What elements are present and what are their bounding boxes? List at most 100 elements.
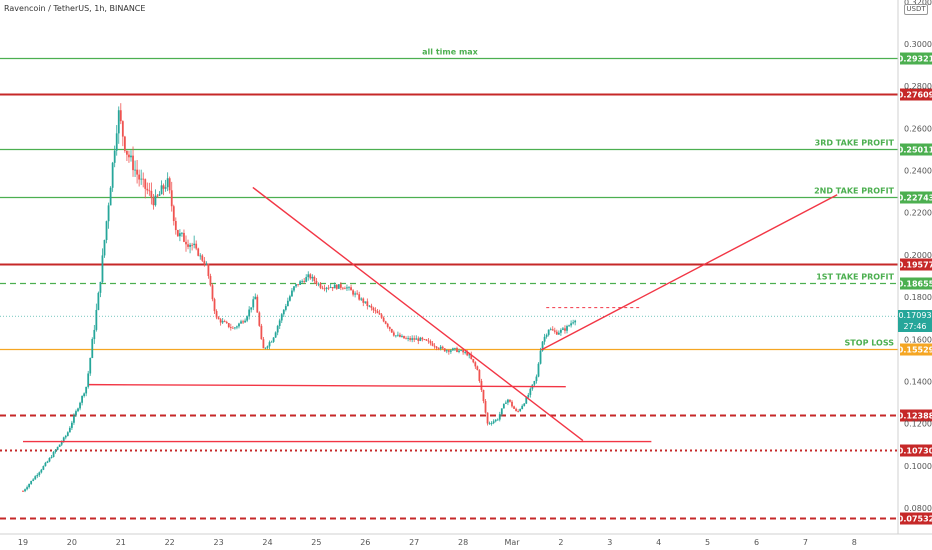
candle-body — [160, 185, 163, 195]
candle-body — [484, 401, 487, 413]
candle-body — [515, 408, 517, 412]
candle-body — [280, 314, 283, 321]
candle-body — [517, 411, 520, 412]
x-tick-label: 24 — [262, 538, 272, 547]
candle-body — [329, 287, 332, 288]
candle-body — [211, 285, 214, 300]
candle-body — [50, 457, 53, 459]
candle-body — [470, 354, 473, 359]
candle-body — [549, 329, 552, 331]
candle-body — [205, 264, 208, 265]
candle-body — [254, 296, 257, 300]
candle-body — [276, 325, 279, 333]
price-level-tag — [900, 444, 932, 457]
candle-body — [511, 401, 513, 407]
candle-body — [22, 491, 24, 492]
candle-body — [229, 327, 232, 328]
candle-body — [199, 255, 202, 257]
candle-body — [282, 309, 285, 315]
candle-body — [409, 338, 412, 340]
candle-body — [289, 296, 291, 301]
price-level-value: 0.22743 — [898, 194, 932, 203]
candle-body — [437, 348, 440, 350]
candle-body — [225, 321, 228, 324]
trendlines — [23, 186, 838, 443]
candle-body — [480, 380, 483, 390]
candle-body — [83, 393, 86, 396]
candle-body — [71, 422, 73, 428]
candle-body — [89, 357, 92, 374]
candle-body — [407, 338, 409, 339]
candle-body — [73, 415, 75, 423]
candle-body — [138, 174, 141, 180]
candle-body — [238, 323, 240, 327]
candle-body — [421, 337, 424, 340]
candle-body — [162, 185, 165, 189]
candle-body — [101, 255, 104, 282]
candle-body — [327, 287, 330, 289]
candle-body — [81, 395, 83, 403]
candle-body — [30, 480, 33, 484]
candle-body — [268, 342, 271, 347]
time-axis[interactable]: 19 20 21 22 23 24 25 26 27 28 Mar 2 3 4 5 6 7 8 — [0, 533, 932, 547]
x-tick-label: 21 — [116, 538, 126, 547]
price-level-tag — [900, 258, 932, 271]
candle-body — [545, 334, 548, 337]
candle-body — [223, 321, 226, 322]
x-tick-label: 7 — [803, 538, 808, 547]
candle-body — [435, 346, 438, 349]
candle-body — [174, 221, 177, 231]
candle-body — [348, 287, 350, 289]
candle-body — [468, 354, 471, 356]
x-tick-label: 2 — [558, 538, 563, 547]
candle-body — [352, 290, 354, 295]
trendline — [252, 186, 584, 442]
candle-body — [476, 366, 479, 370]
candle-body — [319, 283, 322, 288]
candle-body — [335, 284, 338, 289]
trendline — [541, 194, 838, 351]
candle-body — [372, 307, 375, 311]
x-tick-label: 25 — [311, 538, 321, 547]
candle-body — [492, 421, 495, 424]
candle-body — [270, 341, 273, 343]
candle-body — [496, 419, 499, 421]
candle-body — [221, 321, 224, 323]
candle-body — [502, 403, 505, 409]
candle-body — [551, 329, 554, 331]
candle-body — [95, 309, 98, 330]
candle-body — [158, 194, 161, 196]
candle-body — [543, 336, 546, 342]
x-tick-label: Mar — [504, 538, 520, 547]
candle-body — [148, 190, 151, 192]
candle-body — [26, 487, 28, 490]
candle-body — [128, 154, 130, 158]
candle-body — [164, 187, 167, 189]
candle-body — [181, 232, 183, 234]
candle-body — [572, 322, 575, 324]
candle-body — [134, 169, 136, 171]
candle-body — [48, 458, 51, 462]
candlesticks — [22, 103, 577, 493]
candle-body — [500, 408, 503, 415]
candle-body — [99, 281, 102, 293]
candle-body — [362, 298, 365, 303]
candle-body — [24, 489, 26, 492]
candle-body — [217, 317, 220, 320]
candle-body — [77, 408, 79, 412]
x-tick-label: 26 — [360, 538, 370, 547]
candle-body — [168, 178, 171, 191]
candle-body — [42, 466, 45, 470]
candle-body — [44, 462, 47, 467]
candle-body — [382, 317, 385, 322]
candle-body — [213, 299, 216, 312]
candle-body — [392, 332, 395, 336]
candle-body — [305, 277, 308, 282]
candle-body — [521, 405, 524, 410]
currency-unit-badge[interactable]: USDT — [904, 4, 928, 15]
